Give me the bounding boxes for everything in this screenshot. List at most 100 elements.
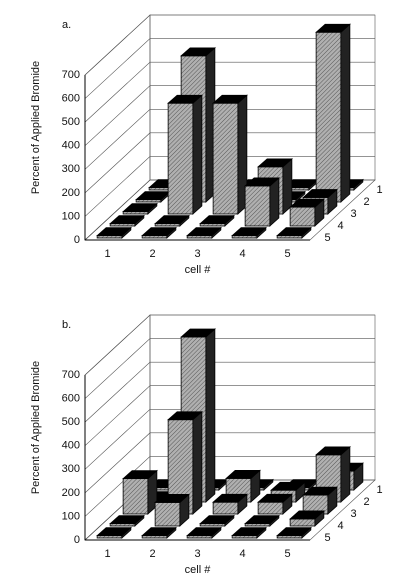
bar [257,493,293,515]
bar-top [212,493,248,503]
grid-line [84,85,375,146]
bar [244,177,280,227]
y-tick-label: 700 [62,69,80,81]
bar-top [122,203,158,213]
y-tick-label: 0 [74,534,80,546]
bar-front [289,206,316,227]
bar-top [257,158,293,168]
bar [289,510,325,527]
bar-top [154,215,190,225]
y-axis-label: Percent of Applied Bromide [30,361,42,494]
bar-top [122,470,158,480]
bar-top [154,494,190,503]
y-tick-label: 700 [62,369,80,381]
y-tick-label: 400 [62,440,80,452]
bar-front [257,501,284,515]
bar-top [315,446,351,456]
bar-top [276,527,312,537]
bar-top [302,486,338,496]
bar-front [212,102,239,215]
x-tick-label: 1 [104,548,110,560]
bar-top [244,177,280,187]
bar-side [192,94,203,215]
y-tick-label: 300 [62,463,80,475]
bar [167,94,203,215]
bar [302,486,338,515]
bar [231,526,267,539]
y-tick-label: 500 [62,416,80,428]
grid-line [84,432,375,494]
y-tick-label: 300 [62,163,80,175]
grid-line [84,385,375,446]
bar [199,514,235,527]
x-tick-label: 5 [284,248,290,260]
x-tick-label: 4 [239,248,245,260]
bar-top [180,328,216,338]
depth-label: 2 [364,196,370,208]
bar [186,526,222,539]
bar-top [199,515,235,525]
bar-top [186,527,222,537]
bar [212,493,248,515]
panel-label: b. [62,319,71,331]
bar-top [109,515,145,525]
bar-top [199,215,235,225]
bar [109,514,145,527]
grid-line [84,14,375,76]
bar-top [96,227,132,237]
bar-top [302,189,338,198]
grid-line [84,108,375,170]
grid-line [84,361,375,423]
bar [141,226,177,239]
bar [122,202,158,215]
bar-front [154,502,181,527]
grid-line [84,408,375,470]
y-tick-label: 500 [62,116,80,128]
grid-line [84,456,375,517]
y-tick-label: 100 [62,210,80,222]
bar-top [315,23,351,33]
bar [186,226,222,239]
bar [135,190,171,203]
bar [96,526,132,539]
grid-line [84,314,375,376]
bar-top [212,94,248,104]
depth-label: 1 [377,484,383,496]
bar-top [167,94,203,104]
bar [315,23,351,203]
depth-label: 4 [338,520,344,532]
x-tick-label: 2 [149,248,155,260]
bar-top [96,527,132,537]
depth-label: 4 [338,220,344,232]
bar-side [205,328,216,503]
y-axis-label: Percent of Applied Bromide [30,61,42,194]
bar [141,526,177,539]
y-tick-label: 600 [62,392,80,404]
bar-front [122,478,149,515]
bar-side [340,23,351,203]
grid-line [84,338,375,399]
depth-label: 3 [351,508,357,520]
bar-top [244,515,280,525]
bar [244,514,280,527]
bar [122,469,158,515]
bar-top [231,527,267,537]
bar-top [141,527,177,537]
x-tick-label: 2 [149,548,155,560]
bar-top [289,198,325,208]
y-tick-label: 0 [74,234,80,246]
panel-label: a. [62,19,71,31]
bar-top [276,227,312,237]
y-tick-label: 100 [62,510,80,522]
bar [231,226,267,239]
bar-top [141,227,177,237]
bar-top [257,493,293,503]
bar-front [167,102,194,215]
bar [154,493,190,527]
y-tick-label: 200 [62,187,80,199]
bar-top [270,481,306,491]
x-axis-label: cell # [185,264,212,276]
bar-top [231,227,267,237]
bar [109,214,145,227]
